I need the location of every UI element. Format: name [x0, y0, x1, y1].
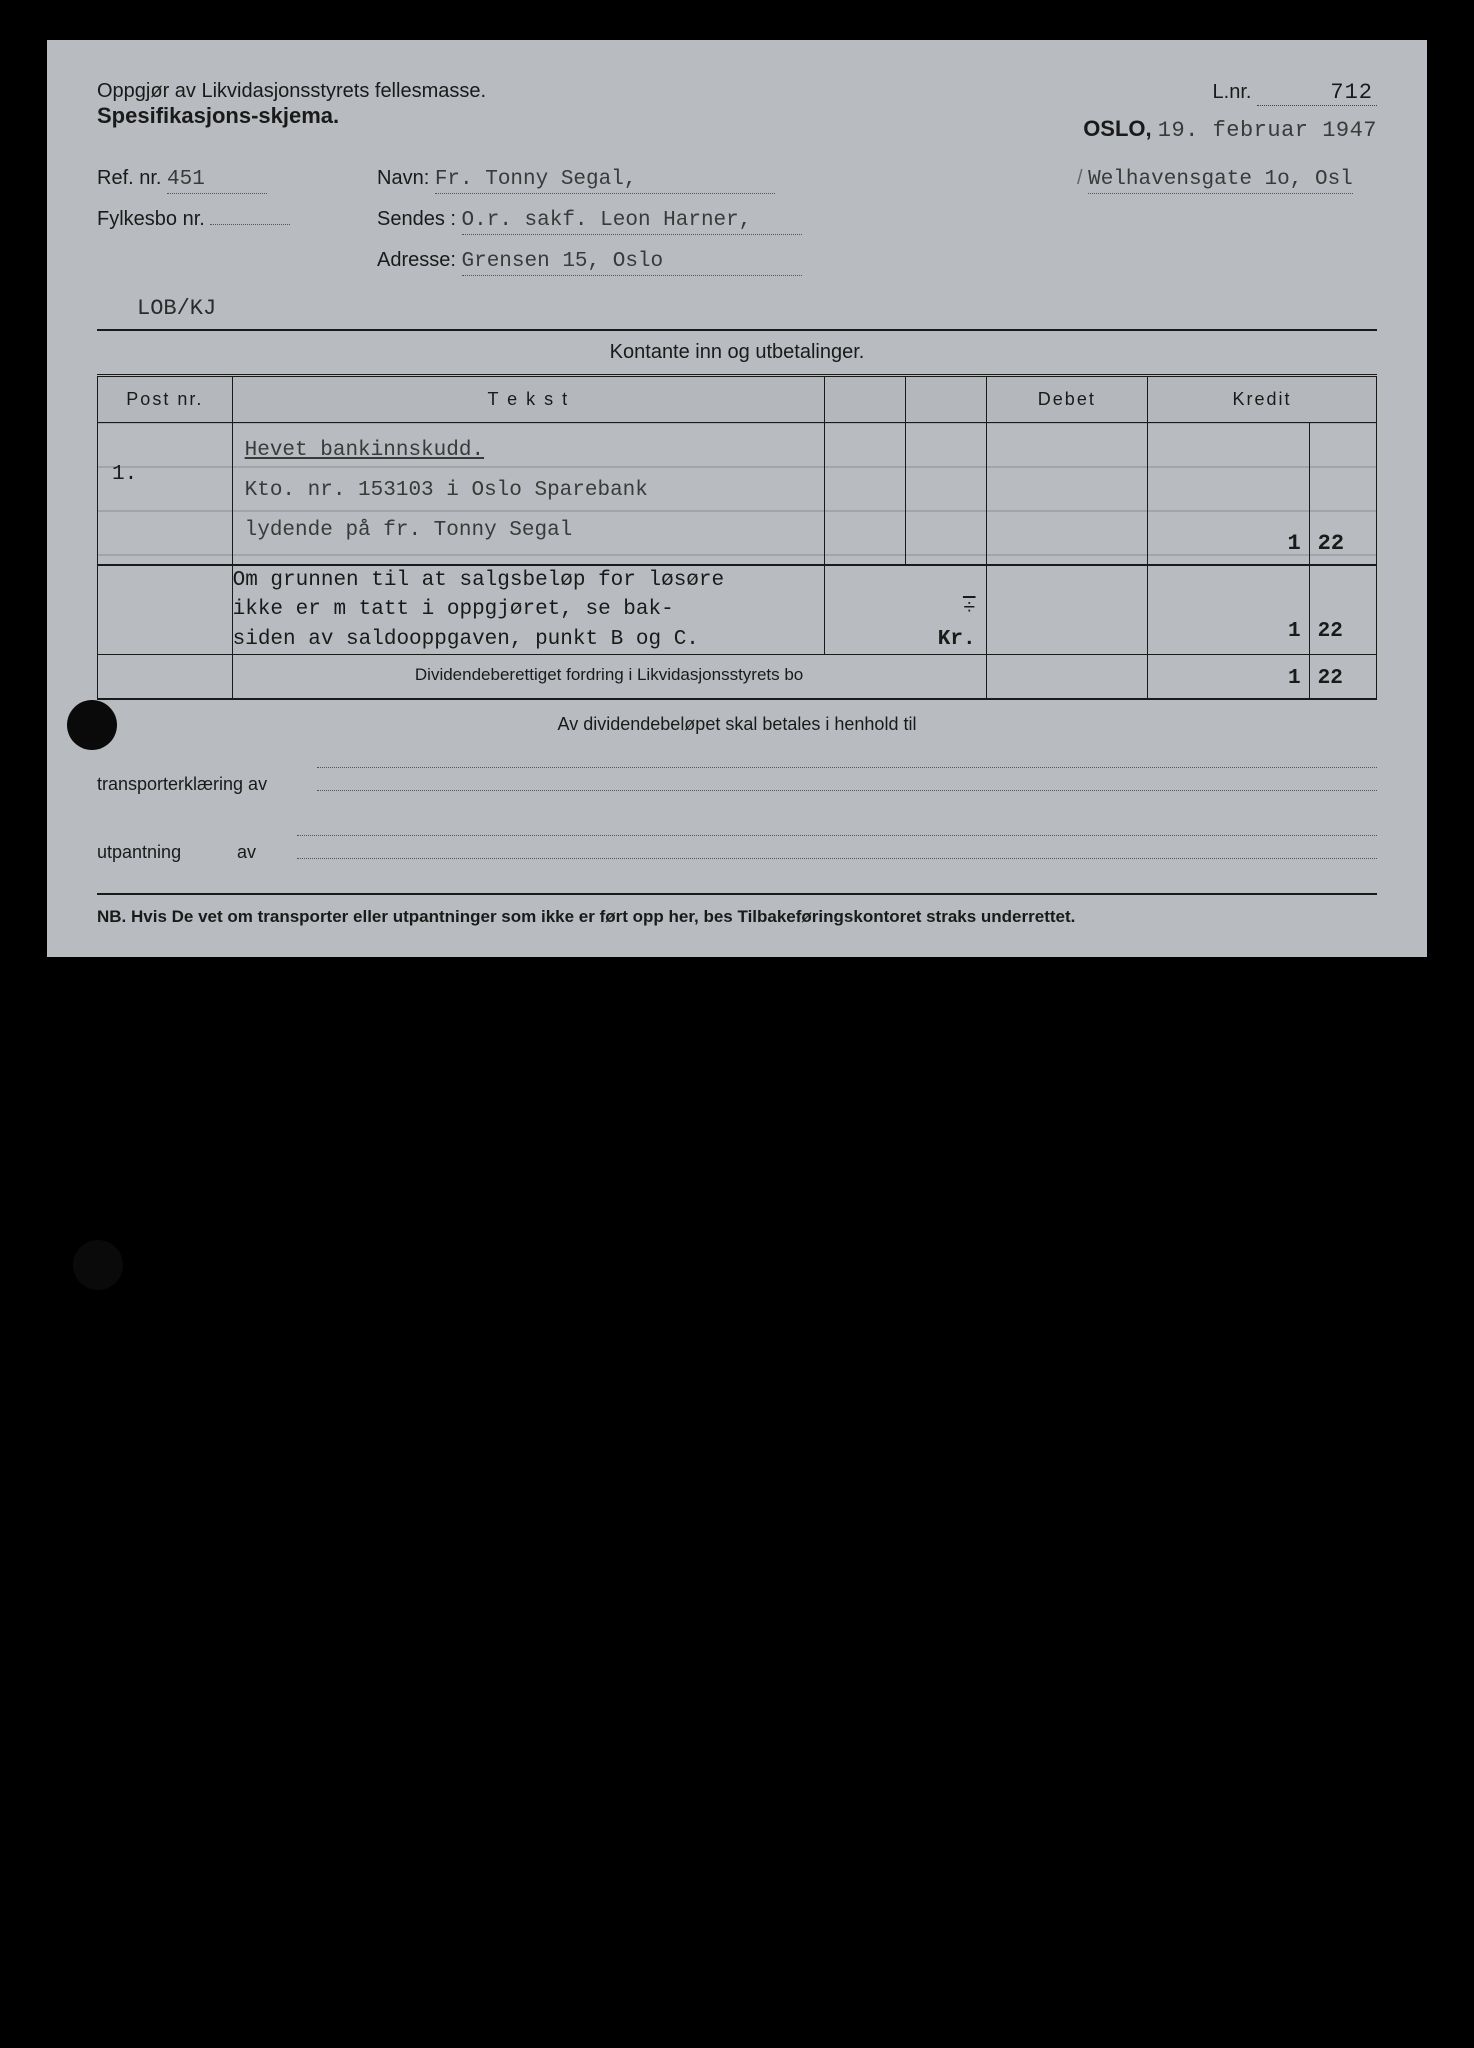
- lnr-label: L.nr.: [1213, 81, 1252, 103]
- punch-hole-icon: [73, 1240, 123, 1290]
- footer-note-l2: ikke er m tatt i oppgjøret, se bak-: [233, 595, 824, 624]
- th-blank1: [825, 376, 906, 423]
- city-label: OSLO,: [1083, 116, 1151, 141]
- fylkesbo-value: [210, 222, 290, 225]
- title-line-1: Oppgjør av Likvidasjonsstyrets fellesmas…: [97, 80, 486, 103]
- th-kredit: Kredit: [1148, 376, 1377, 423]
- kredit-dec-1: 22: [1310, 523, 1376, 564]
- div-kredit-dec: 22: [1309, 655, 1376, 699]
- th-blank2: [905, 376, 986, 423]
- utpantning-label: utpantning: [97, 842, 237, 863]
- navn-value: Fr. Tonny Segal,: [435, 168, 775, 194]
- lob-code: LOB/KJ: [137, 296, 1377, 321]
- kredit-main-1: 1: [1148, 523, 1309, 564]
- punch-hole-icon: [67, 700, 117, 750]
- date-value: 19. februar 1947: [1158, 118, 1377, 143]
- ledger-table: Post nr. T e k s t Debet Kredit 1. Hevet…: [97, 374, 1377, 700]
- dividend-row: Dividendeberettiget fordring i Likvidasj…: [98, 655, 1377, 699]
- meta-block: Ref. nr. 451 Navn: Fr. Tonny Segal, / We…: [97, 167, 1377, 276]
- kr-kredit-dec: 22: [1309, 565, 1376, 655]
- adresse-value: Grensen 15, Oslo: [462, 250, 802, 276]
- entry-line-1: Hevet bankinnskudd.: [245, 431, 812, 471]
- footer-note-row: Om grunnen til at salgsbeløp for løsøre …: [98, 565, 1377, 655]
- sendes-label: Sendes :: [377, 208, 456, 231]
- th-tekst: T e k s t: [232, 376, 824, 423]
- ref-label: Ref. nr.: [97, 167, 161, 190]
- title-line-2: Spesifikasjons-skjema.: [97, 103, 486, 129]
- dividend-label: Dividendeberettiget fordring i Likvidasj…: [232, 655, 986, 699]
- footer-note-l3: siden av saldooppgaven, punkt B og C.: [233, 625, 824, 654]
- entry-line-3: lydende på fr. Tonny Segal: [245, 511, 812, 551]
- header-block: Oppgjør av Likvidasjonsstyrets fellesmas…: [97, 80, 1377, 147]
- div-kredit-main: 1: [1148, 655, 1310, 699]
- utpantning-line: [297, 835, 1377, 859]
- post-number: 1.: [98, 423, 232, 507]
- section-title: Kontante inn og utbetalinger.: [97, 329, 1377, 374]
- footer-note-l1: Om grunnen til at salgsbeløp for løsøre: [233, 566, 824, 595]
- transport-line: [317, 767, 1377, 791]
- fylkesbo-label: Fylkesbo nr.: [97, 208, 205, 231]
- transport-row: transporterklæring av: [97, 767, 1377, 795]
- nb-notice: NB. Hvis De vet om transporter eller utp…: [97, 893, 1377, 927]
- navn-label: Navn:: [377, 167, 429, 190]
- th-debet: Debet: [986, 376, 1148, 423]
- adresse-label: Adresse:: [377, 249, 456, 272]
- th-post: Post nr.: [98, 376, 233, 423]
- document-page: Oppgjør av Likvidasjonsstyrets fellesmas…: [47, 40, 1427, 957]
- navn-address: Welhavensgate 1o, Osl: [1088, 168, 1353, 194]
- entry-line-2: Kto. nr. 153103 i Oslo Sparebank: [245, 471, 812, 511]
- utpantning-row: utpantning av: [97, 835, 1377, 863]
- kr-label: Kr.: [938, 628, 976, 651]
- lnr-value: 712: [1257, 80, 1377, 106]
- dividend-note: Av dividendebeløpet skal betales i henho…: [97, 700, 1377, 755]
- kr-kredit-main: 1: [1148, 565, 1310, 655]
- ref-value: 451: [167, 168, 267, 194]
- sendes-value: O.r. sakf. Leon Harner,: [462, 209, 802, 235]
- utpantning-av: av: [237, 842, 297, 863]
- transport-label: transporterklæring av: [97, 774, 317, 795]
